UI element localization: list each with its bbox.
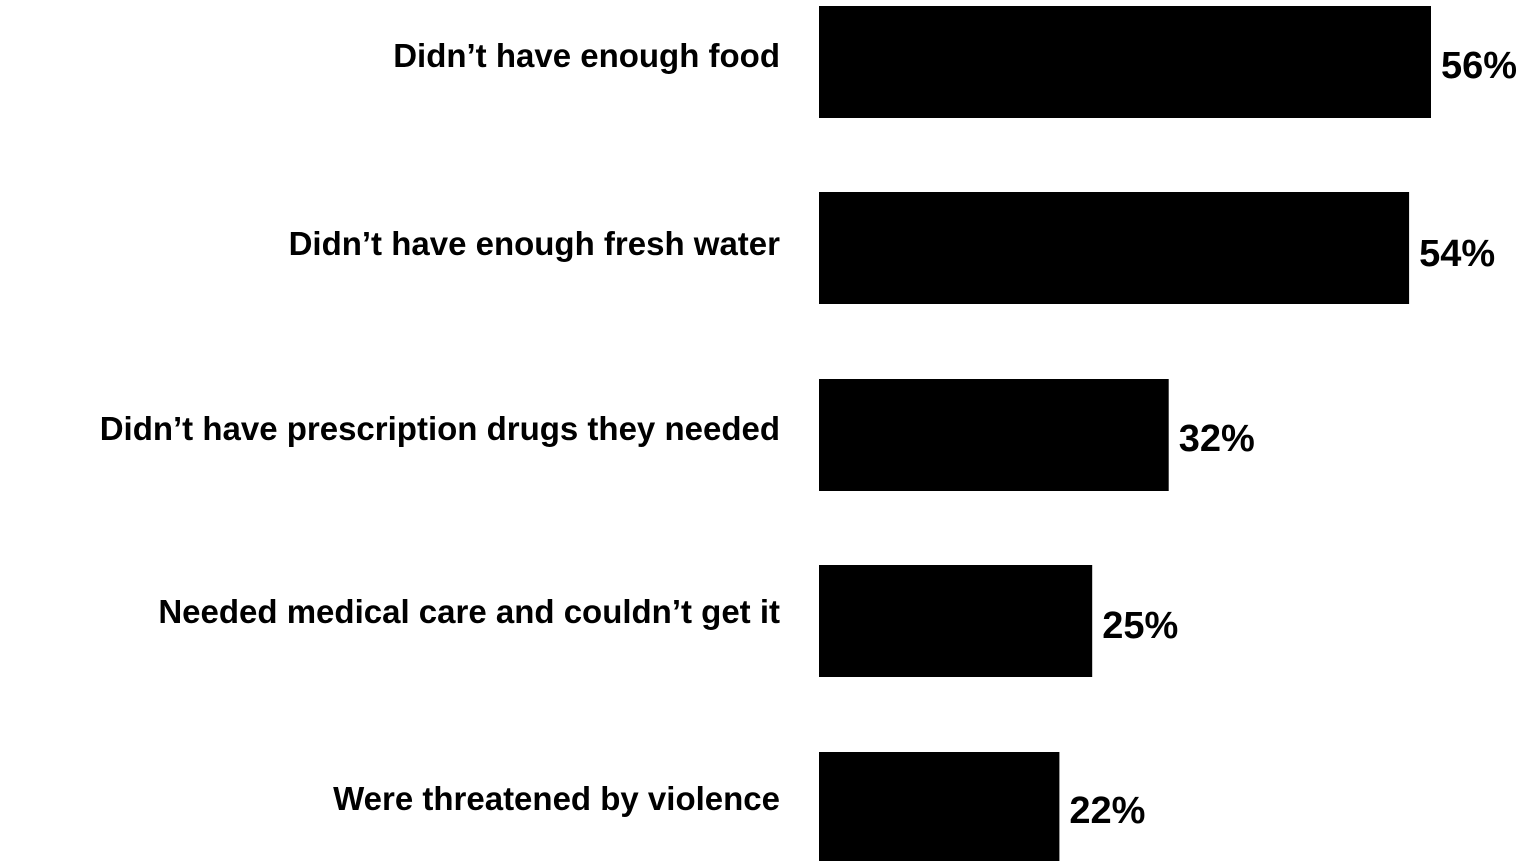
value-label-didnt-have-enough-food: 56%	[1441, 45, 1517, 87]
value-label-needed-medical-care-and-couldnt-get-it: 25%	[1102, 605, 1178, 647]
category-label-needed-medical-care-and-couldnt-get-it: Needed medical care and couldn’t get it	[158, 593, 780, 630]
category-label-didnt-have-prescription-drugs-they-needed: Didn’t have prescription drugs they need…	[100, 410, 780, 447]
value-label-didnt-have-enough-fresh-water: 54%	[1419, 233, 1495, 275]
bar-were-threatened-by-violence	[819, 752, 1060, 861]
bar-didnt-have-enough-fresh-water	[819, 192, 1410, 304]
value-labels: 56% 54% 32% 25% 22%	[1069, 45, 1517, 832]
value-label-were-threatened-by-violence: 22%	[1069, 790, 1145, 832]
category-label-didnt-have-enough-food: Didn’t have enough food	[393, 37, 780, 74]
bar-didnt-have-enough-food	[819, 6, 1431, 118]
bars	[819, 6, 1431, 861]
value-label-didnt-have-prescription-drugs-they-needed: 32%	[1179, 418, 1255, 460]
category-label-didnt-have-enough-fresh-water: Didn’t have enough fresh water	[289, 225, 781, 262]
bar-didnt-have-prescription-drugs-they-needed	[819, 379, 1169, 491]
category-label-were-threatened-by-violence: Were threatened by violence	[333, 780, 780, 817]
category-labels: Didn’t have enough food Didn’t have enoug…	[100, 37, 780, 817]
bar-needed-medical-care-and-couldnt-get-it	[819, 565, 1093, 677]
